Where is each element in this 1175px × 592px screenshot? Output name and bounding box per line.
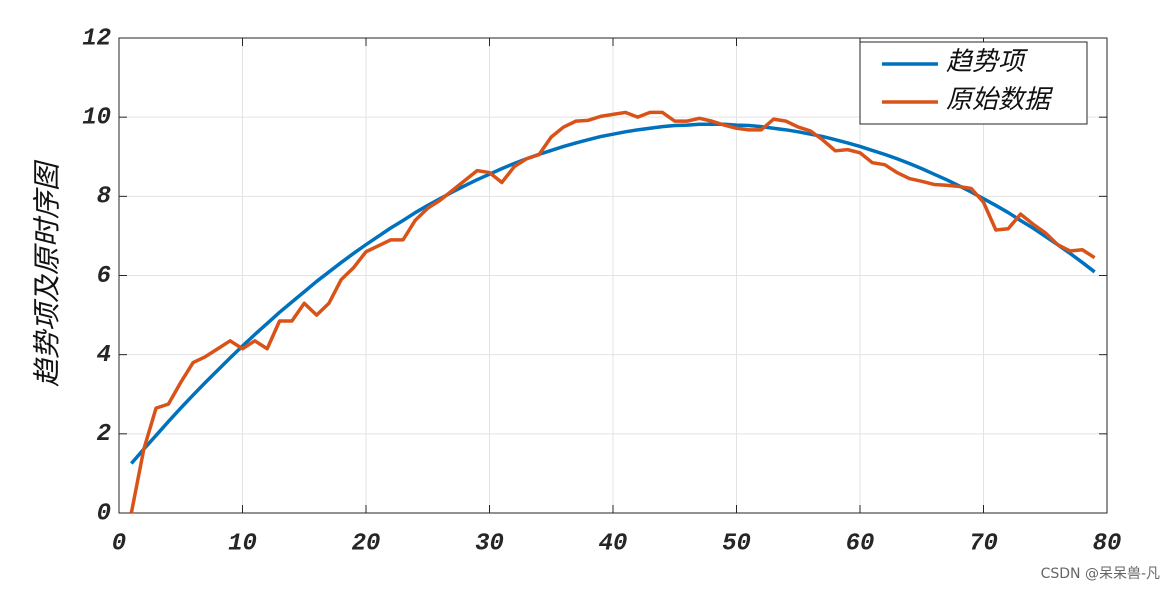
legend-box (859, 41, 1088, 125)
x-tick-label: 80 (1093, 530, 1122, 557)
y-tick-label: 8 (97, 184, 111, 211)
legend-label: 原始数据 (946, 85, 1054, 114)
x-tick-label: 20 (352, 530, 381, 557)
x-tick-label: 10 (228, 530, 257, 557)
x-tick-label: 60 (846, 530, 875, 557)
y-tick-label: 4 (97, 342, 111, 369)
legend-label: 趋势项 (946, 47, 1029, 76)
x-tick-label: 70 (969, 530, 998, 557)
y-tick-label: 6 (97, 263, 111, 290)
y-tick-label: 0 (97, 500, 111, 527)
y-tick-label: 12 (82, 25, 111, 52)
y-tick-label: 2 (97, 421, 111, 448)
watermark: CSDN @呆呆兽-凡 (1041, 566, 1160, 582)
x-tick-label: 30 (475, 530, 504, 557)
y-axis-label: 趋势项及原时序图 (32, 159, 63, 387)
series-line (130, 122, 1096, 465)
x-tick-label: 0 (112, 530, 126, 557)
plot-frame (118, 37, 1108, 514)
x-tick-label: 50 (722, 530, 751, 557)
y-tick-label: 10 (82, 105, 111, 132)
x-tick-label: 40 (599, 530, 628, 557)
series-line (129, 110, 1096, 514)
